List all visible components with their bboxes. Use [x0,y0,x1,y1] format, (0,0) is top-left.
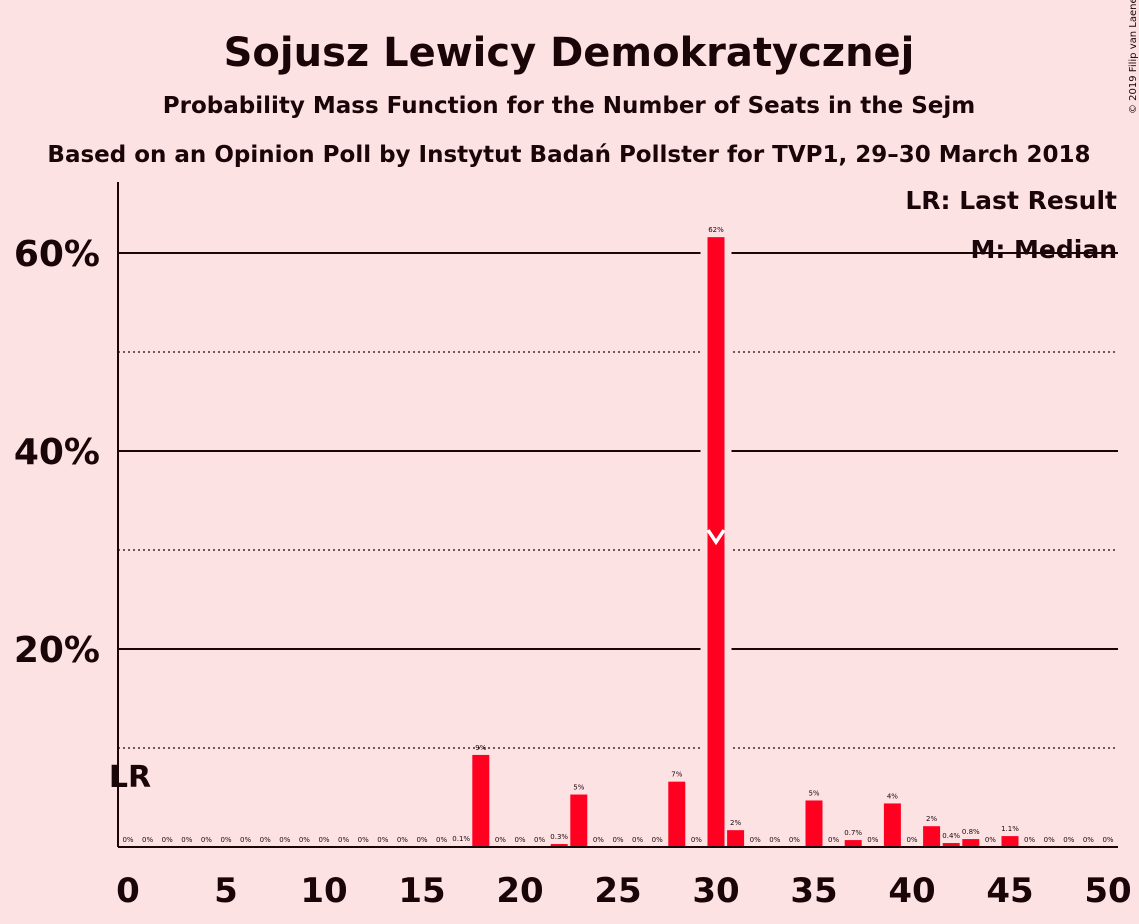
bars [452,229,1019,847]
bar-label-seats-11: 0% [338,836,349,844]
last-result-marker: LR [109,760,151,795]
y-tick-label: 20% [14,630,100,671]
bar-labels: 0% 0% 0% 0% 0% 0% 0% 0% 0% 0% 0% 0% 0% 0% 0% 0% 0% 0.1% 9%… [122,226,1113,844]
chart-subtitle: Probability Mass Function for the Number… [163,93,975,119]
bar-label-seats-21: 0% [534,836,545,844]
bar-label-seats-20: 0% [514,836,525,844]
bar-label-seats-48: 0% [1063,836,1074,844]
bar-seats-18 [472,754,490,847]
bar-label-seats-46: 0% [1024,836,1035,844]
x-tick-label: 15 [398,871,445,911]
copyright-text: © 2019 Filip van Laenen [1128,0,1139,114]
y-tick-label: 60% [14,234,100,275]
bar-seats-31 [727,830,745,847]
legend-median: M: Median [970,235,1117,264]
bar-label-seats-34: 0% [789,836,800,844]
bar-label-seats-0: 0% [122,836,133,844]
bar-label-seats-18: 9% [475,744,486,752]
bar-label-seats-7: 0% [260,836,271,844]
chart-title: Sojusz Lewicy Demokratycznej [224,30,915,76]
bar-label-seats-39: 4% [887,792,898,800]
bar-seats-41 [923,826,941,847]
x-tick-label: 0 [116,871,140,911]
bar-seats-35 [805,800,823,847]
bar-label-seats-33: 0% [769,836,780,844]
x-tick-label: 20 [496,871,543,911]
bar-label-seats-31: 2% [730,819,741,827]
bar-seats-43 [962,839,980,847]
bar-label-seats-28: 7% [671,771,682,779]
legend: LR: Last Result M: Median [905,186,1117,264]
x-tick-label: 30 [692,871,739,911]
chart-subtitle-2: Based on an Opinion Poll by Instytut Bad… [47,142,1090,168]
gridlines [118,252,1118,749]
y-tick-labels: 20% 40% 60% [14,234,100,671]
bar-label-seats-16: 0% [436,836,447,844]
bar-label-seats-50: 0% [1102,836,1113,844]
x-tick-label: 40 [888,871,935,911]
bar-label-seats-19: 0% [495,836,506,844]
x-tick-label: 50 [1084,871,1131,911]
bar-label-seats-43: 0.8% [962,828,980,836]
bar-label-seats-27: 0% [652,836,663,844]
bar-label-seats-2: 0% [162,836,173,844]
bar-label-seats-37: 0.7% [844,829,862,837]
bar-label-seats-17: 0.1% [452,835,470,843]
legend-last-result: LR: Last Result [905,186,1117,215]
x-tick-label: 35 [790,871,837,911]
bar-label-seats-35: 5% [808,789,819,797]
bar-label-seats-13: 0% [377,836,388,844]
bar-label-seats-3: 0% [181,836,192,844]
bar-label-seats-40: 0% [906,836,917,844]
bar-seats-37 [844,840,862,847]
bar-label-seats-5: 0% [220,836,231,844]
bar-label-seats-6: 0% [240,836,251,844]
bar-label-seats-49: 0% [1083,836,1094,844]
bar-seats-42 [942,843,960,847]
x-tick-label: 45 [986,871,1033,911]
bar-label-seats-12: 0% [358,836,369,844]
bar-label-seats-26: 0% [632,836,643,844]
bar-label-seats-36: 0% [828,836,839,844]
bar-label-seats-47: 0% [1044,836,1055,844]
bar-label-seats-10: 0% [318,836,329,844]
bar-label-seats-29: 0% [691,836,702,844]
bar-label-seats-22: 0.3% [550,833,568,841]
bar-label-seats-38: 0% [867,836,878,844]
bar-seats-28 [668,781,686,847]
bar-label-seats-41: 2% [926,815,937,823]
bar-label-seats-42: 0.4% [942,832,960,840]
median-marker [706,529,726,546]
y-tick-label: 40% [14,432,100,473]
bar-label-seats-30: 62% [708,226,724,234]
x-tick-label: 5 [214,871,238,911]
bar-label-seats-24: 0% [593,836,604,844]
x-tick-label: 10 [300,871,347,911]
bar-label-seats-15: 0% [416,836,427,844]
bar-label-seats-9: 0% [299,836,310,844]
bar-seats-39 [883,803,901,847]
bar-label-seats-4: 0% [201,836,212,844]
bar-label-seats-8: 0% [279,836,290,844]
x-tick-label: 25 [594,871,641,911]
bar-label-seats-1: 0% [142,836,153,844]
bar-label-seats-32: 0% [750,836,761,844]
x-tick-labels: 0 5 10 15 20 25 30 35 40 45 50 [116,871,1132,911]
bar-seats-45 [1001,836,1019,847]
bar-label-seats-14: 0% [397,836,408,844]
bar-label-seats-25: 0% [612,836,623,844]
bar-label-seats-44: 0% [985,836,996,844]
axes [117,182,1118,848]
bar-seats-22 [550,844,568,847]
bar-label-seats-45: 1.1% [1001,825,1019,833]
bar-seats-23 [570,794,588,847]
bar-label-seats-23: 5% [573,784,584,792]
